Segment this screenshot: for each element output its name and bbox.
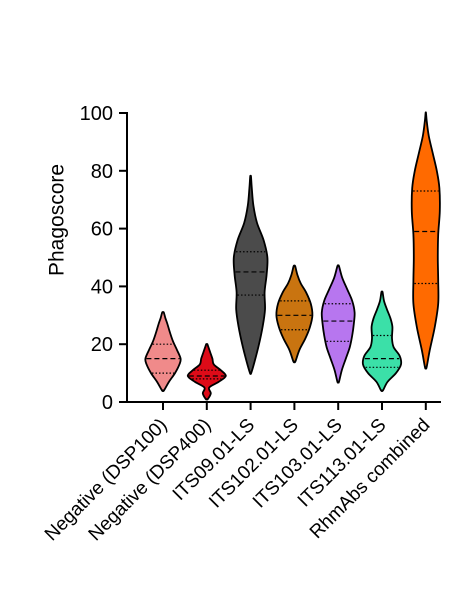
violin-body [144,311,182,392]
x-ticks: Negative (DSP100)Negative (DSP400)ITS09.… [41,402,434,545]
violin-body [361,290,403,392]
y-tick-label: 0 [102,392,113,414]
y-tick-label: 100 [80,103,113,125]
violin-body [232,174,269,375]
violin-body [275,264,314,364]
y-ticks: 0 20 40 60 80 100 [80,103,127,414]
violin-body [186,343,227,401]
y-tick-label: 60 [91,219,113,241]
violin [410,111,441,370]
y-tick-label: 80 [91,161,113,183]
y-tick-label: 40 [91,276,113,298]
violin [320,264,356,384]
violin [361,290,403,392]
violin-body [410,111,441,370]
violin [275,264,314,364]
violin-body [320,264,356,384]
y-tick-label: 20 [91,334,113,356]
violin [186,343,227,401]
y-axis-label: Phagoscore [45,164,68,276]
violin [232,174,269,375]
violins [144,111,441,401]
violin [144,311,182,392]
